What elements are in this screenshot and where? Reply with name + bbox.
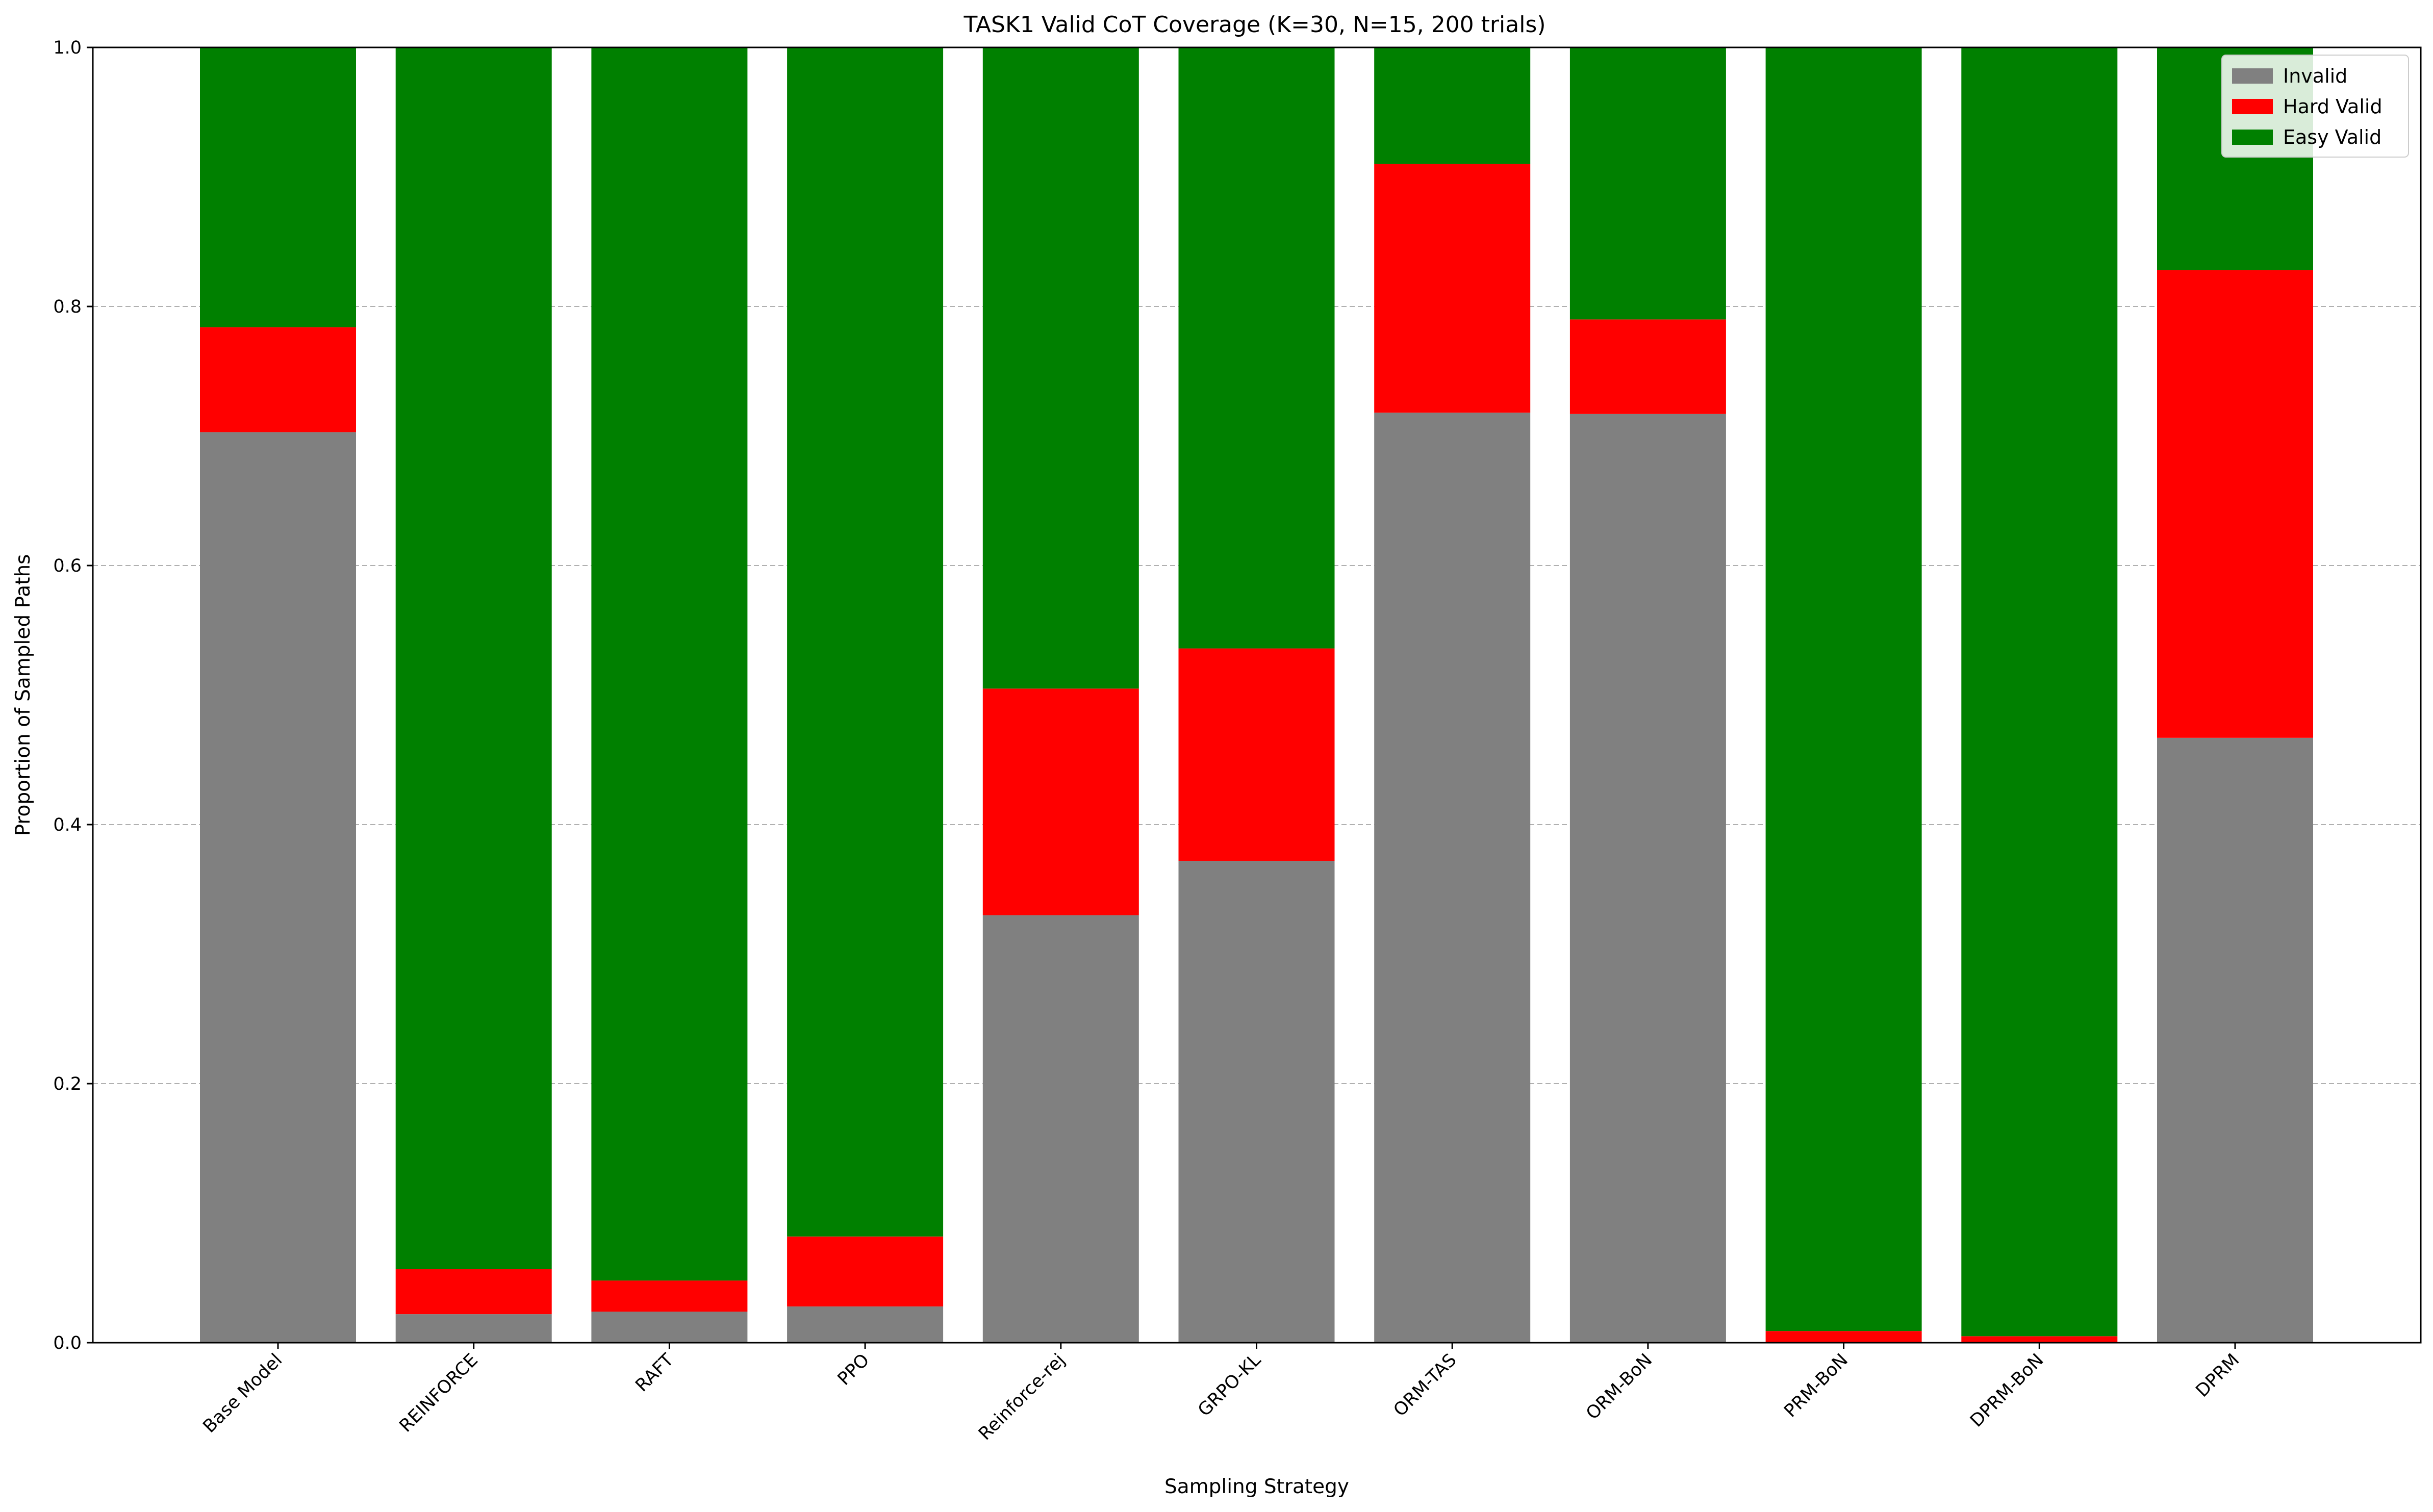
legend-swatch-invalid xyxy=(2232,68,2273,84)
legend-label-invalid: Invalid xyxy=(2283,65,2347,87)
x-tick-label: ORM-TAS xyxy=(1390,1350,1461,1421)
bar-reinforce-rej-invalid xyxy=(982,915,1139,1343)
bar-prm-bon-easy-valid xyxy=(1765,47,1922,1331)
bar-orm-tas-easy-valid xyxy=(1374,47,1531,164)
y-tick-label: 1.0 xyxy=(53,38,82,58)
bar-dprm-invalid xyxy=(2157,737,2313,1343)
legend-label-easy-valid: Easy Valid xyxy=(2283,126,2381,148)
bar-grpo-kl-invalid xyxy=(1178,861,1335,1343)
x-tick-label: DPRM-BoN xyxy=(1966,1350,2047,1431)
y-axis-label: Proportion of Sampled Paths xyxy=(12,554,35,836)
x-tick-label: GRPO-KL xyxy=(1194,1350,1265,1421)
x-axis-ticks: Base Model REINFORCE RAFT PPO Reinforce-rej G… xyxy=(199,1343,2244,1444)
y-axis-ticks: 0.0 0.2 0.4 0.6 0.8 1.0 xyxy=(53,38,93,1353)
bar-dprm-hard-valid xyxy=(2157,270,2313,738)
bar-grpo-kl-hard-valid xyxy=(1178,648,1335,861)
x-tick-label: PPO xyxy=(834,1350,874,1390)
x-axis-label: Sampling Strategy xyxy=(1164,1475,1349,1498)
bar-orm-bon-invalid xyxy=(1569,414,1726,1343)
x-tick-label: Base Model xyxy=(199,1350,287,1437)
x-tick-label: PRM-BoN xyxy=(1781,1350,1852,1421)
y-tick-label: 0.4 xyxy=(53,815,82,835)
bar-prm-bon-hard-valid xyxy=(1765,1331,1922,1343)
legend-swatch-easy-valid xyxy=(2232,130,2273,145)
bar-base-model-hard-valid xyxy=(200,327,356,432)
legend-swatch-hard-valid xyxy=(2232,99,2273,114)
bar-orm-bon-hard-valid xyxy=(1569,319,1726,414)
bar-dprm-bon-hard-valid xyxy=(1961,1336,2118,1343)
x-tick-label: RAFT xyxy=(631,1350,678,1396)
bar-ppo-invalid xyxy=(787,1306,944,1343)
bar-orm-bon-easy-valid xyxy=(1569,47,1726,320)
x-tick-label: ORM-BoN xyxy=(1582,1350,1656,1424)
bar-reinforce-rej-easy-valid xyxy=(982,47,1139,689)
bar-orm-tas-hard-valid xyxy=(1374,164,1531,413)
bar-raft-hard-valid xyxy=(591,1280,748,1312)
bar-dprm-bon-easy-valid xyxy=(1961,47,2118,1337)
bar-raft-invalid xyxy=(591,1312,748,1343)
x-tick-label: REINFORCE xyxy=(396,1350,483,1437)
bar-ppo-easy-valid xyxy=(787,47,944,1237)
y-tick-label: 0.6 xyxy=(53,556,82,576)
bar-ppo-hard-valid xyxy=(787,1236,944,1306)
x-tick-label: Reinforce-rej xyxy=(975,1350,1069,1444)
bar-base-model-invalid xyxy=(200,432,356,1343)
y-tick-label: 0.8 xyxy=(53,297,82,317)
chart-title: TASK1 Valid CoT Coverage (K=30, N=15, 20… xyxy=(963,12,1545,38)
bar-reinforce-easy-valid xyxy=(395,47,552,1269)
bar-base-model-easy-valid xyxy=(200,47,356,327)
bar-orm-tas-invalid xyxy=(1374,413,1531,1343)
bars xyxy=(200,47,2313,1343)
bar-reinforce-hard-valid xyxy=(395,1269,552,1315)
bar-raft-easy-valid xyxy=(591,47,748,1281)
bar-grpo-kl-easy-valid xyxy=(1178,47,1335,649)
legend-label-hard-valid: Hard Valid xyxy=(2283,95,2383,118)
legend: Invalid Hard Valid Easy Valid xyxy=(2221,55,2409,158)
y-tick-label: 0.2 xyxy=(53,1074,82,1094)
x-tick-label: DPRM xyxy=(2192,1350,2244,1401)
bar-reinforce-rej-hard-valid xyxy=(982,688,1139,915)
y-tick-label: 0.0 xyxy=(53,1333,82,1353)
bar-reinforce-invalid xyxy=(395,1314,552,1343)
